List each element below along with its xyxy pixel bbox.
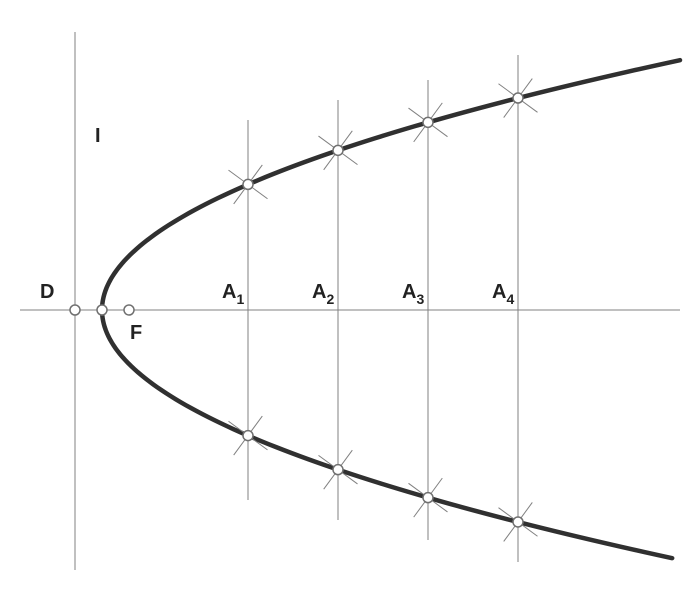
point-D — [70, 305, 80, 315]
label-A3: A3 — [402, 281, 424, 307]
label-A1: A1 — [222, 281, 244, 307]
label-D: D — [40, 281, 54, 303]
label-A4: A4 — [492, 281, 514, 307]
point-A1-top — [243, 179, 253, 189]
point-A3-bot — [423, 493, 433, 503]
point-F — [124, 305, 134, 315]
label-F: F — [130, 322, 142, 344]
point-A2-bot — [333, 465, 343, 475]
point-A3-top — [423, 117, 433, 127]
parabola-curve — [102, 60, 680, 558]
point-vertex — [97, 305, 107, 315]
label-A2: A2 — [312, 281, 334, 307]
label-I: I — [95, 125, 101, 147]
point-A4-bot — [513, 517, 523, 527]
parabola-diagram: D I F A1 A2 A3 A4 — [0, 0, 698, 600]
point-A1-bot — [243, 431, 253, 441]
point-A4-top — [513, 93, 523, 103]
point-A2-top — [333, 145, 343, 155]
